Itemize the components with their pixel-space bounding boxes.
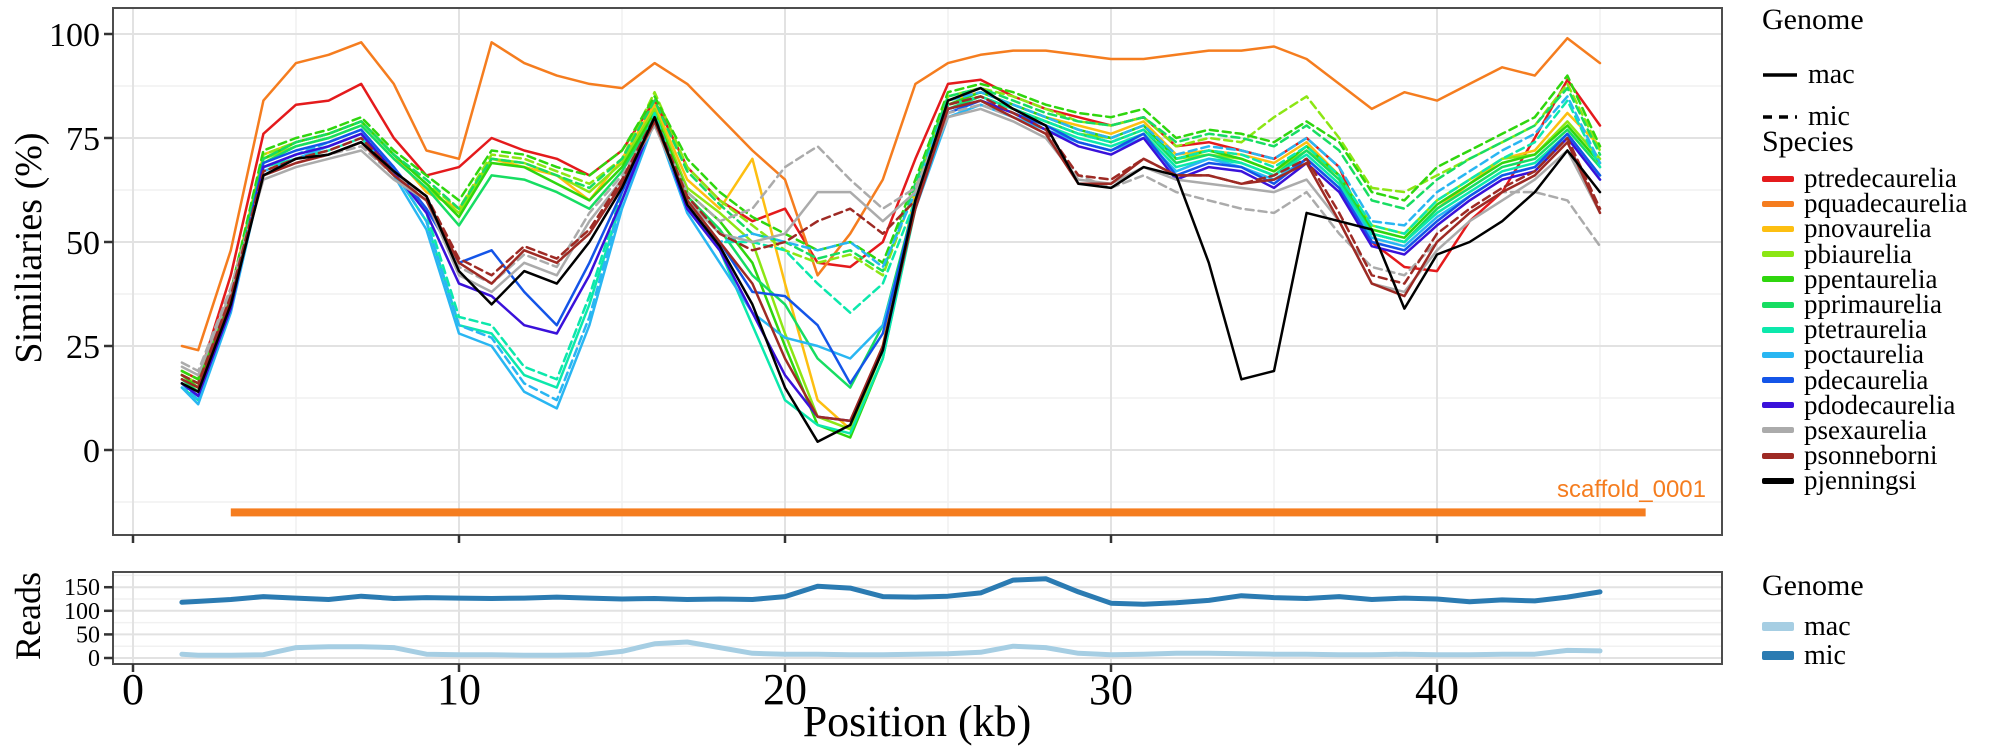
x-tick-label: 20 [763,665,807,714]
legend-item-species-pquadecaurelia: pquadecaurelia [1762,188,2000,219]
reads-y-tick-label: 150 [64,575,100,601]
legend-item-label: pdecaurelia [1804,364,1929,395]
legend-item-label: mac [1808,59,1855,90]
color-line-key-icon [1762,351,1794,358]
series-pnovaurelia-mac [180,90,1602,431]
series-psonneborni-mac [180,99,1602,423]
legend-item-label: mac [1804,610,1851,642]
reads-y-tick-label: 50 [76,622,100,648]
legend-item-label: pjenningsi [1804,465,1917,496]
similarity-y-tick-label: 50 [66,225,100,262]
similarity-y-tick-label: 100 [49,17,100,54]
legend-species-title: Species [1762,125,1854,158]
color-line-key-icon [1762,622,1794,631]
legend-item-species-pnovaurelia: pnovaurelia [1762,213,2000,244]
color-line-key-icon [1762,225,1794,232]
series-poctaurelia-mac [180,103,1602,410]
reads-y-tick-label: 0 [88,646,100,672]
legend-item-reads-genome-mic: mic [1762,639,2000,671]
legend-item-label: poctaurelia [1804,339,1924,370]
similarity-panel-border [112,7,1723,536]
series-pbiaurelia-mic [180,82,1602,381]
reads-y-tick-label: 100 [64,599,100,625]
legend-item-genome-mic: mic [1762,96,2000,138]
color-line-key-icon [1762,427,1794,434]
legend-item-label: pprimaurelia [1804,289,1942,320]
x-tick-label: 0 [122,665,144,714]
legend-item-label: ppentaurelia [1804,263,1938,294]
color-line-key-icon [1762,276,1794,283]
series-mac [179,639,1603,658]
x-tick-label: 40 [1415,665,1459,714]
legend-item-species-psexaurelia: psexaurelia [1762,414,2000,445]
legend-item-label: mic [1804,639,1846,671]
x-axis-title: Position (kb) [802,697,1032,746]
legend-reads-genome-title: Genome [1762,569,1864,602]
legend-item-species-pdecaurelia: pdecaurelia [1762,364,2000,395]
legend-species: Species ptredecaurelia pquadecaurelia pnov… [1762,124,2000,496]
series-pdodecaurelia-mac [180,99,1602,423]
legend-item-species-pjenningsi: pjenningsi [1762,465,2000,496]
color-line-key-icon [1762,651,1794,660]
scaffold-annotation-label: scaffold_0001 [1556,476,1706,503]
color-line-key-icon [1762,175,1794,182]
series-ppentaurelia-mic [180,74,1602,381]
legend-genome-title: Genome [1762,3,1864,36]
legend-item-label: mic [1808,101,1850,132]
x-tick-label: 30 [1089,665,1133,714]
legend-item-genome-mac: mac [1762,54,2000,96]
x-tick-label: 10 [437,665,481,714]
y-axis-title-reads: Reads [8,572,48,660]
legend-item-label: psonneborni [1804,440,1938,471]
reads-panel-border [112,571,1723,665]
color-line-key-icon [1762,477,1794,484]
color-line-key-icon [1762,200,1794,207]
legend-item-species-pbiaurelia: pbiaurelia [1762,238,2000,269]
solid-line-key-icon [1762,66,1798,84]
legend-reads-genome: Genome mac mic [1762,568,2000,671]
similarity-y-tick-label: 25 [66,329,100,366]
series-pjenningsi-mac [180,86,1602,443]
legend-item-label: psexaurelia [1804,414,1927,445]
legend-species-items: ptredecaurelia pquadecaurelia pnovaurelia p… [1762,163,2000,496]
legend-item-label: pnovaurelia [1804,213,1932,244]
legend-item-species-ptetraurelia: ptetraurelia [1762,314,2000,345]
dashed-line-key-icon [1762,108,1798,126]
color-line-key-icon [1762,377,1794,384]
legend-reads-genome-items: mac mic [1762,610,2000,671]
color-line-key-icon [1762,301,1794,308]
legend-item-species-poctaurelia: poctaurelia [1762,339,2000,370]
color-line-key-icon [1762,251,1794,258]
color-line-key-icon [1762,326,1794,333]
legend-item-species-pprimaurelia: pprimaurelia [1762,289,2000,320]
legend-item-label: ptredecaurelia [1804,163,1957,194]
legend-genome-linetype: Genome mac mic [1762,2,2000,138]
color-line-key-icon [1762,452,1794,459]
scaffold-bar [230,508,1646,517]
similarity-y-tick-label: 75 [66,121,100,158]
similarity-y-tick-label: 0 [83,433,100,470]
legend-item-label: ptetraurelia [1804,314,1927,345]
legend-item-species-psonneborni: psonneborni [1762,440,2000,471]
series-pquadecaurelia-mac [180,36,1602,352]
legend-item-species-ppentaurelia: ppentaurelia [1762,263,2000,294]
legend-item-label: pdodecaurelia [1804,389,1956,420]
legend-genome-items: mac mic [1762,54,2000,138]
legend-item-species-pdodecaurelia: pdodecaurelia [1762,389,2000,420]
series-mic [179,576,1603,607]
series-pprimaurelia-mic [180,86,1602,385]
series-ptetraurelia-mic [180,95,1602,398]
legend-item-reads-genome-mac: mac [1762,610,2000,642]
legend-item-species-ptredecaurelia: ptredecaurelia [1762,163,2000,194]
color-line-key-icon [1762,402,1794,409]
legend-item-label: pquadecaurelia [1804,188,1968,219]
legend-item-label: pbiaurelia [1804,238,1912,269]
